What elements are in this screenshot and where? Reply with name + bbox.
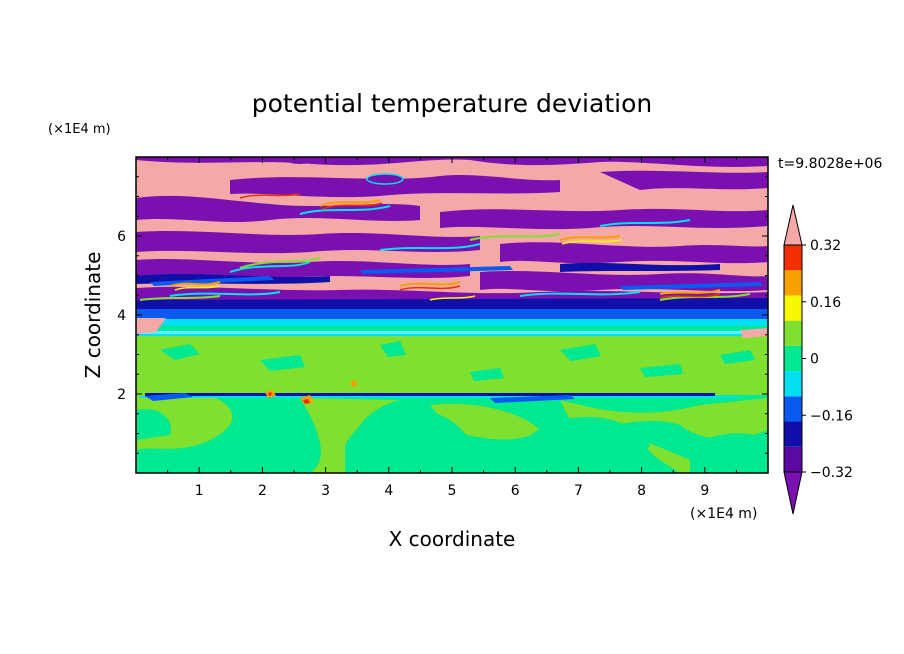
- x-tick-label: 8: [637, 483, 646, 499]
- x-tick-label: 4: [384, 483, 393, 499]
- time-label: t=9.8028e+06: [778, 156, 882, 172]
- x-tick-label: 1: [195, 483, 204, 499]
- light-cyan-line: [136, 331, 768, 334]
- x-tick-label: 7: [574, 483, 583, 499]
- navy-band: [136, 302, 768, 309]
- colorbar-bin: [784, 245, 802, 271]
- plot-area: [136, 157, 768, 473]
- mint-speckles: [160, 341, 755, 381]
- yellow-filaments: [174, 239, 623, 301]
- x-tick-labels: 1 2 3 4 5 6 7 8 9: [195, 483, 710, 499]
- purple-eddy-small: [288, 158, 312, 164]
- y-tick-label: 2: [117, 387, 126, 403]
- colorbar-labels: 0.32 0.16 0 −0.16 −0.32: [802, 238, 853, 481]
- mid-boundary-features: [140, 380, 740, 404]
- colorbar-label: 0: [810, 352, 819, 368]
- colorbar-bin: [784, 345, 802, 372]
- mint-band: [136, 326, 768, 330]
- y-tick-label: 6: [117, 229, 126, 245]
- mint-domes: [136, 408, 768, 473]
- blue-streaks: [150, 266, 763, 290]
- colorbar-top-extension: [783, 204, 803, 246]
- warm-speckles-z2: [265, 380, 358, 404]
- y-tick-label: 4: [117, 308, 126, 324]
- colorbar: [783, 204, 803, 515]
- y-axis-label: Z coordinate: [81, 252, 105, 379]
- x-tick-label: 6: [511, 483, 520, 499]
- cyan-filaments: [169, 205, 691, 297]
- purple-eddy: [366, 173, 404, 185]
- colorbar-bin: [784, 421, 802, 447]
- colorbar-bin: [784, 320, 802, 346]
- x-unit-label: (×1E4 m): [690, 506, 757, 522]
- x-tick-label: 5: [448, 483, 457, 499]
- cyan-line-z2: [140, 396, 740, 398]
- green-filaments: [139, 233, 751, 301]
- blue-band: [136, 309, 768, 319]
- x-axis-label: X coordinate: [389, 527, 516, 551]
- colorbar-label: −0.32: [810, 465, 853, 481]
- x-ticks: [167, 157, 737, 473]
- red-filaments: [239, 193, 721, 299]
- upper-layer: [136, 157, 768, 304]
- y-tick-labels: 2 4 6: [117, 229, 126, 403]
- colorbar-bottom-extension: [783, 471, 803, 515]
- blue-line-z2: [145, 393, 715, 396]
- navy-streaks: [136, 262, 768, 304]
- y-unit-label: (×1E4 m): [48, 122, 111, 137]
- colorbar-label: 0.32: [810, 238, 841, 254]
- colorbar-bin: [784, 270, 802, 296]
- axes: 1 2 3 4 5 6 7 8 9 2 4 6: [117, 156, 769, 499]
- colorbar-label: −0.16: [810, 408, 853, 424]
- lower-band-light-green: [136, 335, 768, 395]
- chart-title: potential temperature deviation: [252, 89, 652, 118]
- y-ticks: [136, 176, 768, 454]
- colorbar-bin: [784, 295, 802, 321]
- lower-patches: [136, 392, 768, 473]
- transition-layer: [136, 302, 768, 338]
- x-tick-label: 2: [258, 483, 267, 499]
- purple-streaks: [136, 157, 768, 303]
- colorbar-label: 0.16: [810, 295, 841, 311]
- warm-filaments: [169, 199, 721, 295]
- colorbar-bin: [784, 396, 802, 422]
- x-tick-label: 9: [700, 483, 709, 499]
- colorbar-bin: [784, 446, 802, 472]
- lower-layer: [136, 335, 768, 473]
- red-speckles-z2: [268, 392, 310, 404]
- x-tick-label: 3: [321, 483, 330, 499]
- colorbar-bin: [784, 371, 802, 397]
